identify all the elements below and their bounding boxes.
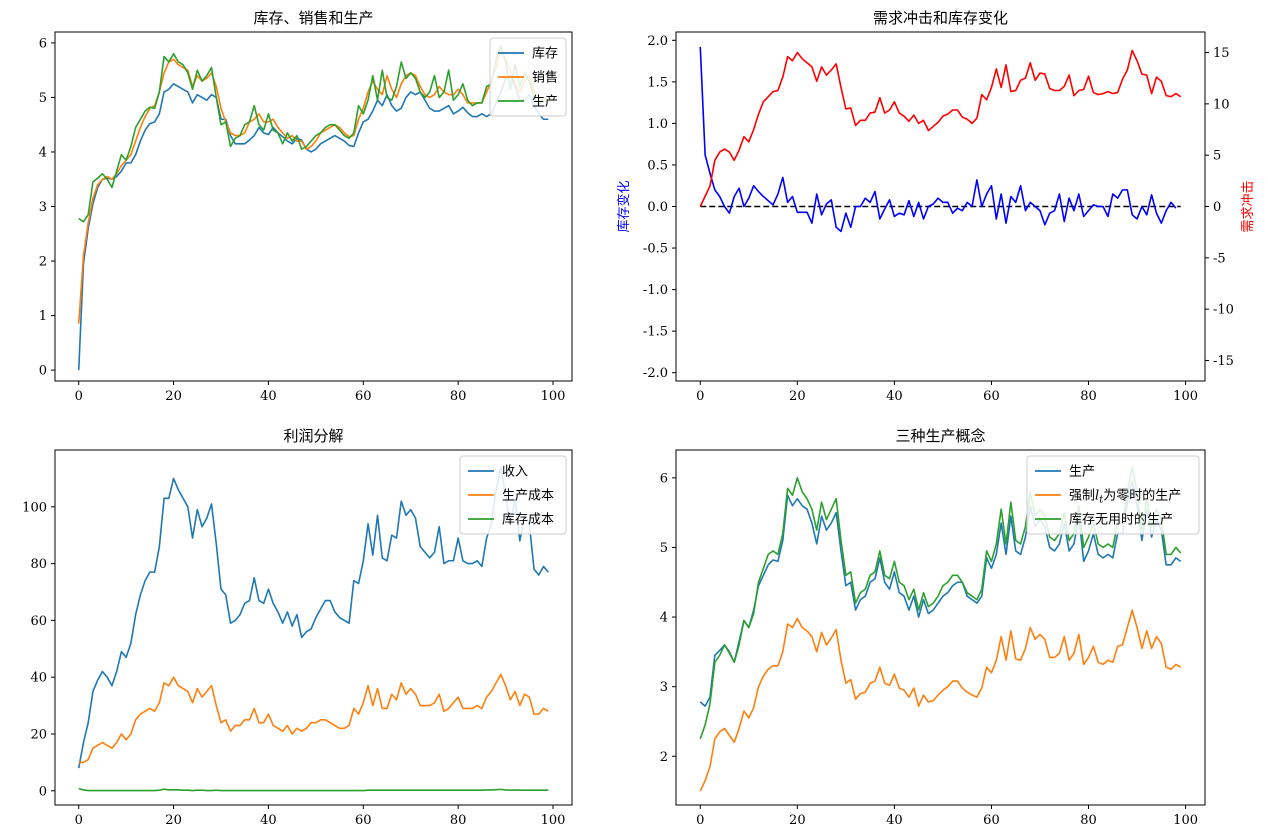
y-tick-label: 4 (660, 611, 668, 626)
y-tick-label: 5 (39, 91, 47, 106)
legend-label: 销售 (532, 70, 558, 86)
x-tick-label: 40 (886, 389, 903, 404)
x-tick-label: 0 (75, 389, 83, 404)
y-tick-label: 3 (39, 200, 47, 215)
series-line-2 (699, 49, 1182, 207)
y-tick-label: 6 (660, 471, 668, 486)
y-tick-label: 20 (30, 728, 47, 743)
x-tick-label: 20 (165, 813, 182, 828)
y-tick-label: -0.5 (643, 242, 668, 257)
y-tick-label: 60 (30, 614, 47, 629)
y-tick-label: 3 (660, 680, 668, 695)
legend-label: 库存成本 (502, 512, 554, 528)
x-tick-label: 60 (983, 389, 1000, 404)
y-right-tick-label: -15 (1213, 354, 1234, 369)
x-tick-label: 0 (696, 389, 704, 404)
x-tick-label: 20 (789, 813, 806, 828)
x-tick-label: 100 (541, 813, 566, 828)
subplot-4: 三种生产概念 0 20 40 60 80 100 2 3 4 5 6 生产强制lt为零时的生产库存无用时… (660, 427, 1206, 828)
chart-title: 三种生产概念 (895, 427, 985, 445)
x-tick-label: 40 (260, 389, 277, 404)
y-right-tick-label: -10 (1213, 303, 1234, 318)
y-tick-label: 40 (30, 671, 47, 686)
y-tick-label: 100 (22, 500, 47, 515)
y-tick-label: 6 (39, 36, 47, 51)
y-axis-label: 库存变化 (616, 180, 632, 232)
y-tick-label: 5 (660, 541, 668, 556)
y-tick-label: 4 (39, 145, 47, 160)
chart-title: 库存、销售和生产 (253, 9, 373, 27)
legend-box (1026, 455, 1200, 535)
y-right-tick-label: 5 (1213, 149, 1221, 164)
x-tick-label: 0 (75, 813, 83, 828)
legend-label: 强制lt为零时的生产 (1069, 488, 1181, 506)
y-tick-label: 0.0 (647, 200, 668, 215)
x-tick-label: 80 (450, 813, 467, 828)
y-tick-label: -1.0 (643, 283, 668, 298)
axes-frame (54, 449, 573, 806)
y-tick-label: 2.0 (647, 34, 668, 49)
legend-label: 收入 (502, 465, 528, 480)
chart-title: 利润分解 (283, 427, 343, 445)
x-tick-label: 40 (886, 813, 903, 828)
legend-label: 生产成本 (502, 489, 554, 504)
series-line-3 (78, 44, 549, 223)
legend-box (489, 37, 567, 117)
y-tick-label: 1.5 (647, 75, 668, 90)
x-tick-label: 60 (983, 813, 1000, 828)
legend-label: 生产 (532, 95, 558, 110)
y-right-tick-label: 0 (1213, 200, 1221, 215)
y-right-tick-label: 10 (1213, 97, 1230, 112)
y-tick-label: 2 (39, 255, 47, 270)
legend-label: 库存无用时的生产 (1069, 512, 1173, 528)
series-line-2 (78, 673, 549, 764)
legend-label: 库存 (532, 46, 558, 62)
y-tick-label: 0 (39, 784, 47, 799)
y-tick-label: 1.0 (647, 117, 668, 132)
y-tick-label: 1 (39, 309, 47, 324)
x-tick-label: 20 (165, 389, 182, 404)
legend-label: 生产 (1069, 465, 1095, 480)
y-tick-label: 2 (660, 750, 668, 765)
series-line-1 (699, 480, 1182, 707)
axes-frame (675, 449, 1206, 806)
x-tick-label: 80 (1080, 813, 1097, 828)
series-line-1 (77, 74, 549, 371)
y-tick-label: -2.0 (643, 366, 668, 381)
y-tick-label: 0 (39, 364, 47, 379)
series-line-2 (77, 50, 549, 324)
x-tick-label: 100 (541, 389, 566, 404)
series-line-1 (699, 46, 1177, 233)
y-right-tick-label: 15 (1213, 46, 1230, 61)
x-tick-label: 20 (789, 389, 806, 404)
x-tick-label: 60 (355, 389, 372, 404)
chart-title: 需求冲击和库存变化 (873, 9, 1008, 27)
series-line-3 (78, 787, 549, 792)
x-tick-label: 60 (355, 813, 372, 828)
series-line-3 (699, 466, 1182, 740)
x-tick-label: 80 (450, 389, 467, 404)
x-tick-label: 80 (1080, 389, 1097, 404)
y-tick-label: 0.5 (647, 158, 668, 173)
x-tick-label: 100 (1173, 389, 1198, 404)
y-tick-label: -1.5 (643, 325, 668, 340)
series-line-2 (699, 609, 1182, 792)
y-tick-label: 80 (30, 557, 47, 572)
x-tick-label: 100 (1173, 813, 1198, 828)
legend-box (459, 455, 567, 535)
series-line-1 (77, 466, 549, 769)
y-axis-label-right: 需求冲击 (1241, 180, 1256, 232)
x-tick-label: 0 (696, 813, 704, 828)
y-right-tick-label: -5 (1213, 251, 1226, 266)
x-tick-label: 40 (260, 813, 277, 828)
